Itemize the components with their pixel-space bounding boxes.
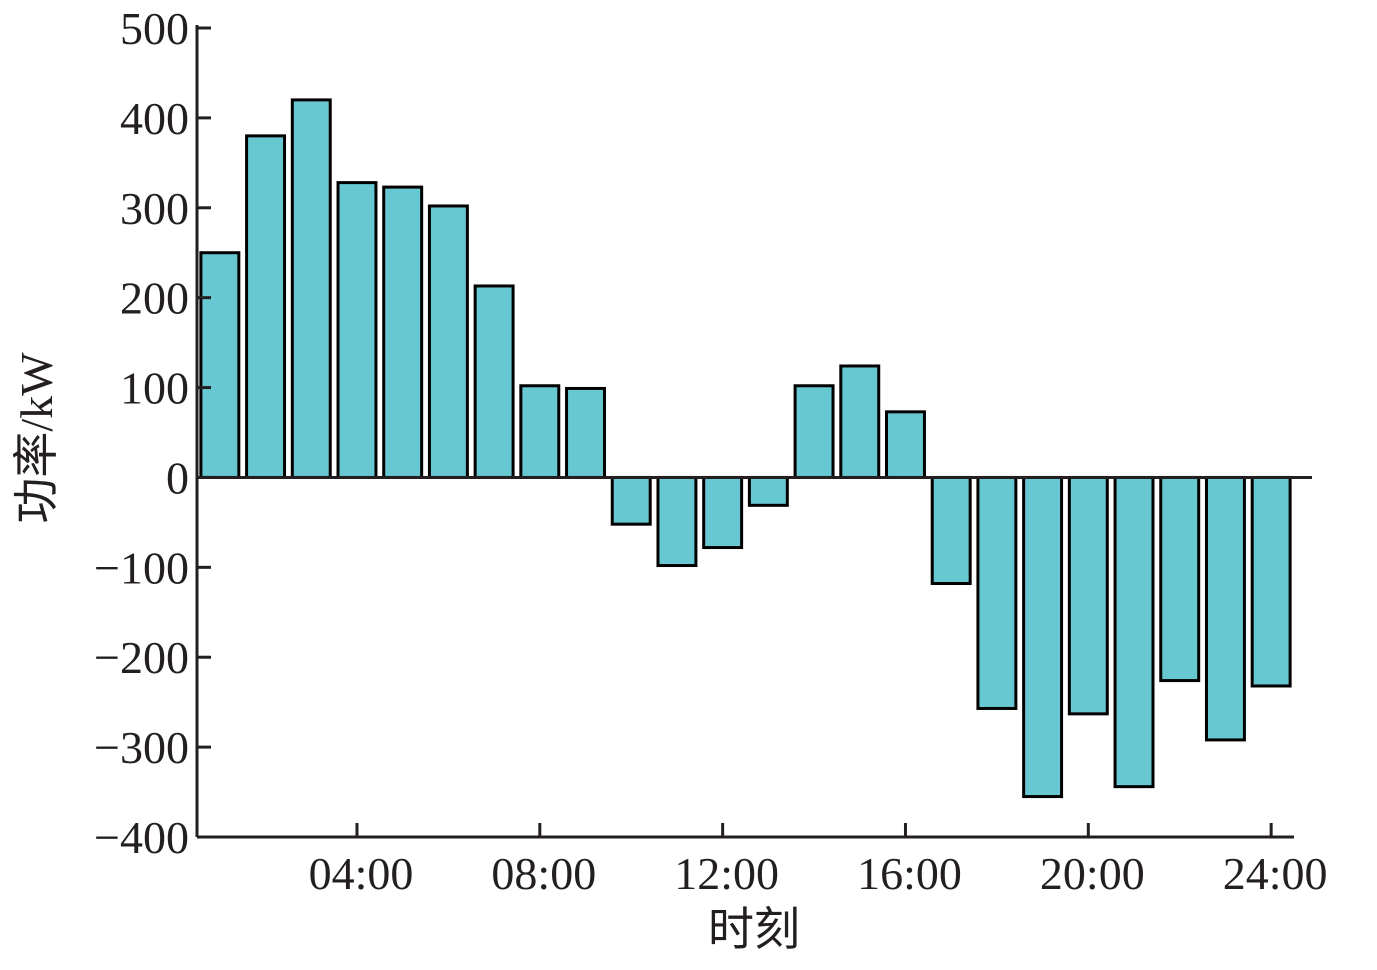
y-tick-label: −400 [94,812,189,863]
bar-05 [382,185,424,479]
bar-14 [793,384,835,479]
y-tick-label: 0 [166,452,189,503]
bar-01 [199,251,241,479]
bar-15 [839,364,881,479]
y-tick-label: 400 [120,93,189,144]
x-axis-title: 时刻 [708,904,800,955]
bar-16 [885,410,926,479]
axes-group [195,25,1312,839]
bar-23 [1204,475,1246,742]
bar-09 [565,386,606,479]
bar-24 [1250,475,1292,688]
bar-02 [245,134,287,479]
bar-08 [519,384,561,479]
bar-21 [1113,475,1155,789]
x-tick-label: 04:00 [309,848,414,899]
bar-07 [473,284,515,479]
bar-10 [610,475,652,526]
bar-12 [702,475,744,550]
bar-06 [427,204,469,479]
x-tick-label: 12:00 [674,848,779,899]
bar-19 [1022,475,1064,799]
ticks-group: 500 400 300 200 100 0 −100 −200 −300 −400 04:00 08:… [94,3,1327,899]
y-tick-label: −100 [94,542,189,593]
x-tick-label: 20:00 [1040,848,1145,899]
bar-20 [1067,475,1109,716]
y-tick-label: 200 [120,273,189,324]
x-tick-label: 16:00 [857,848,962,899]
bar-13 [747,475,789,507]
y-tick-label: 500 [120,3,189,54]
y-tick-label: −300 [94,722,189,773]
y-axis-title: 功率/kW [11,352,62,524]
bar-22 [1159,475,1201,683]
bar-11 [656,475,698,568]
bar-04 [336,181,378,479]
bar-03 [290,98,332,479]
y-tick-label: −200 [94,632,189,683]
bars-group [199,98,1292,799]
bar-18 [976,475,1018,710]
bar-17 [930,475,972,586]
x-tick-label: 24:00 [1223,848,1328,899]
x-tick-label: 08:00 [491,848,596,899]
y-tick-label: 100 [120,363,189,414]
y-tick-label: 300 [120,183,189,234]
